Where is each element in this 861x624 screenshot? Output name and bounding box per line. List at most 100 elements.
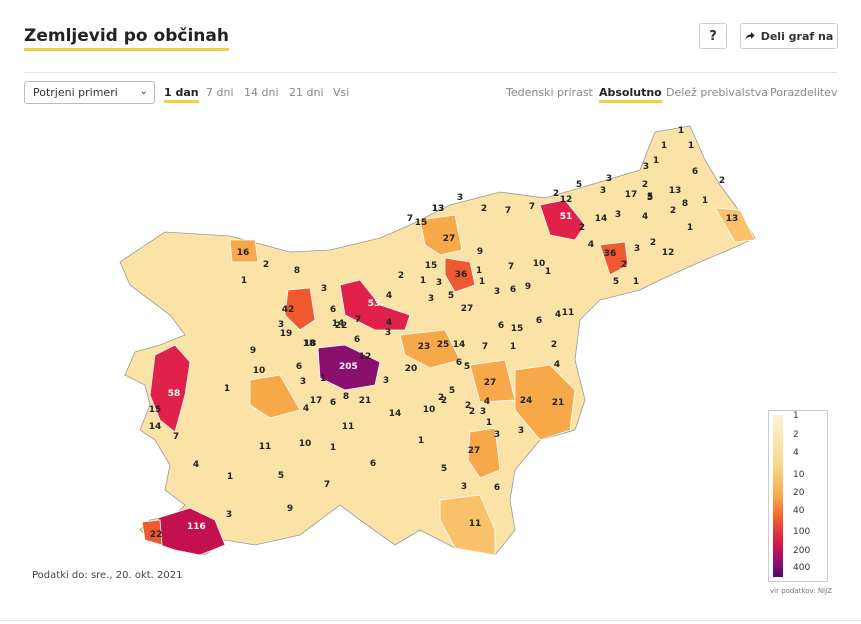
tab-porazdelitev[interactable]: Porazdelitev (770, 86, 838, 99)
municipality-value: 6 (535, 316, 543, 326)
region-zasavje (399, 329, 461, 369)
municipality-value: 4 (483, 397, 491, 407)
municipality-value: 1 (475, 266, 483, 276)
municipality-value: 4 (385, 318, 393, 328)
municipality-value: 6 (369, 459, 377, 469)
municipality-value: 1 (687, 141, 695, 151)
legend-color-scale (773, 415, 783, 577)
municipality-value: 15 (424, 261, 438, 271)
tab-absolutno[interactable]: Absolutno (599, 86, 662, 103)
tab-vsi[interactable]: Vsi (333, 86, 350, 99)
municipality-value: 2 (464, 401, 472, 411)
tab-14-dni[interactable]: 14 dni (244, 86, 279, 99)
municipality-value: 7 (528, 202, 536, 212)
municipality-value: 11 (258, 442, 272, 452)
region-krsko (514, 364, 576, 441)
municipality-value: 2 (669, 206, 677, 216)
municipality-value: 1 (240, 276, 248, 286)
tab-delez-prebivalstva[interactable]: Delež prebivalstva (666, 86, 769, 99)
legend-label: 20 (793, 488, 805, 498)
municipality-value: 19 (279, 329, 293, 339)
municipality-value: 2 (552, 189, 560, 199)
municipality-value: 1 (417, 436, 425, 446)
municipality-value: 1 (419, 276, 427, 286)
municipality-value: 5 (575, 180, 583, 190)
data-source: vir podatkov: NIJZ (770, 587, 832, 595)
municipality-value: 6 (691, 167, 699, 177)
municipality-value: 1 (329, 443, 337, 453)
municipality-value: 13 (431, 204, 445, 214)
chevron-down-icon: ⌄ (139, 86, 148, 97)
municipality-value: 3 (599, 186, 607, 196)
metric-select[interactable]: Potrjeni primeri ⌄ (24, 81, 155, 104)
region-trebnje (469, 359, 516, 403)
municipality-value: 16 (236, 248, 250, 258)
municipality-value: 5 (612, 277, 620, 287)
color-legend: 1 2 4 10 20 40 100 200 400 (768, 410, 828, 582)
municipality-value: 116 (187, 522, 206, 532)
region-koper (157, 507, 226, 556)
municipality-value: 20 (404, 364, 418, 374)
municipality-value: 12 (661, 248, 675, 258)
municipality-value: 15 (148, 405, 162, 415)
header-divider (24, 72, 837, 73)
municipality-value: 1 (319, 374, 327, 384)
region-ptuj (599, 241, 629, 276)
municipality-value: 13 (668, 186, 682, 196)
municipality-value: 1 (652, 156, 660, 166)
municipality-value: 9 (286, 504, 294, 514)
municipality-value: 7 (481, 342, 489, 352)
municipality-value: 1 (478, 277, 486, 287)
municipality-value: 4 (192, 460, 200, 470)
municipality-value: 15 (414, 218, 428, 228)
municipality-value: 6 (353, 335, 361, 345)
municipality-value: 22 (334, 321, 348, 331)
region-jesenice (229, 239, 259, 263)
municipality-value: 3 (460, 482, 468, 492)
legend-label: 400 (793, 563, 811, 573)
bottom-divider (0, 620, 861, 621)
municipality-value: 21 (358, 396, 372, 406)
municipality-value: 4 (641, 212, 649, 222)
municipality-value: 27 (483, 378, 497, 388)
municipality-value: 4 (553, 360, 561, 370)
tab-21-dni[interactable]: 21 dni (289, 86, 324, 99)
municipality-value: 2 (262, 260, 270, 270)
municipality-value: 3 (225, 510, 233, 520)
municipality-value: 5 (463, 362, 471, 372)
tab-tedenski-prirast[interactable]: Tedenski prirast (506, 86, 593, 99)
municipality-value: 8 (342, 392, 350, 402)
municipality-value: 10 (532, 259, 546, 269)
municipality-value: 13 (725, 214, 739, 224)
municipality-value: 10 (298, 439, 312, 449)
municipality-value: 1 (223, 384, 231, 394)
municipality-value: 1 (677, 126, 685, 136)
help-button[interactable]: ? (699, 23, 727, 49)
tab-1-dan[interactable]: 1 dan (164, 86, 199, 103)
municipality-value: 25 (436, 340, 450, 350)
municipality-value: 53 (367, 299, 381, 309)
municipality-value: 24 (519, 396, 533, 406)
region-nova-gorica (149, 344, 191, 433)
municipality-value: 17 (624, 190, 638, 200)
metric-select-value: Potrjeni primeri (33, 86, 118, 99)
region-velenje (419, 214, 463, 256)
share-button[interactable]: Deli graf na (740, 23, 838, 49)
tab-7-dni[interactable]: 7 dni (206, 86, 234, 99)
municipality-value: 7 (172, 432, 180, 442)
region-maribor (539, 199, 586, 241)
municipality-value: 23 (417, 342, 431, 352)
municipality-value: 14 (148, 422, 162, 432)
help-label: ? (709, 28, 717, 44)
municipality-value: 5 (277, 471, 285, 481)
legend-label: 40 (793, 506, 805, 516)
region-celje (444, 257, 476, 293)
municipality-value: 205 (339, 362, 358, 372)
municipality-value: 1 (701, 196, 709, 206)
region-murska (714, 207, 756, 243)
municipality-value: 6 (455, 358, 463, 368)
share-arrow-icon (745, 32, 755, 40)
municipality-value: 5 (448, 386, 456, 396)
municipality-value: 3 (479, 407, 487, 417)
